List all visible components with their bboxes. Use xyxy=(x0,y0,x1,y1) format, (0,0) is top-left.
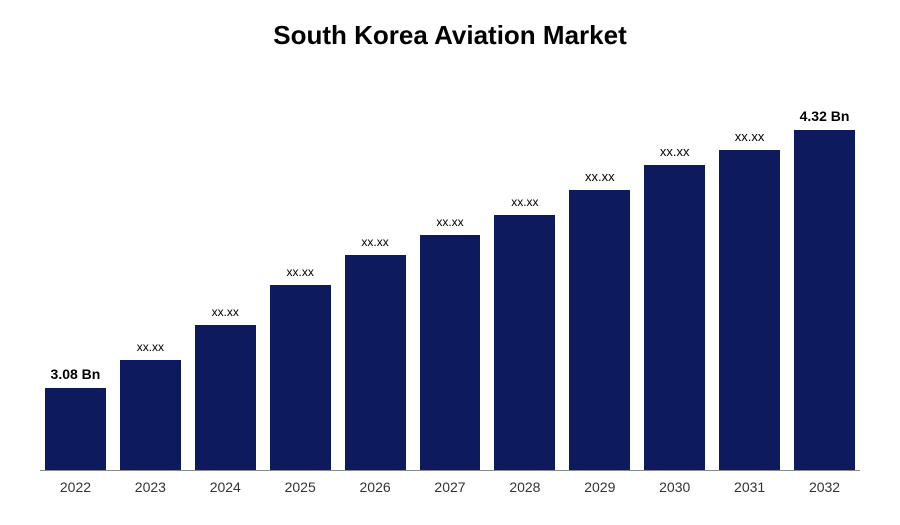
bars-wrapper: 3.08 Bn xx.xx xx.xx xx.xx xx.xx xx.xx xx.xx xx.… xyxy=(40,91,860,471)
bar xyxy=(719,150,780,470)
bar xyxy=(120,360,181,470)
x-axis-label: 2031 xyxy=(719,479,780,495)
bar-value-label: 4.32 Bn xyxy=(800,108,850,124)
x-axis-label: 2032 xyxy=(794,479,855,495)
bar-value-label: xx.xx xyxy=(585,169,615,184)
bar-value-label: xx.xx xyxy=(436,215,463,229)
bar-column: xx.xx xyxy=(569,91,630,470)
bar xyxy=(45,388,106,470)
chart-area: 3.08 Bn xx.xx xx.xx xx.xx xx.xx xx.xx xx.xx xx.… xyxy=(40,91,860,495)
chart-container: South Korea Aviation Market 3.08 Bn xx.xx… xyxy=(0,0,900,525)
bar-column: xx.xx xyxy=(420,91,481,470)
bar-column: xx.xx xyxy=(195,91,256,470)
bar-value-label: xx.xx xyxy=(735,129,765,144)
bar xyxy=(794,130,855,470)
x-axis-label: 2025 xyxy=(270,479,331,495)
bar xyxy=(345,255,406,470)
bar-value-label: xx.xx xyxy=(137,340,164,354)
bar-column: xx.xx xyxy=(644,91,705,470)
x-axis-label: 2023 xyxy=(120,479,181,495)
bar-column: xx.xx xyxy=(345,91,406,470)
bar-column: 4.32 Bn xyxy=(794,91,855,470)
x-axis-label: 2029 xyxy=(569,479,630,495)
bar-value-label: 3.08 Bn xyxy=(51,366,101,382)
chart-title: South Korea Aviation Market xyxy=(40,20,860,51)
bar xyxy=(270,285,331,470)
bar-value-label: xx.xx xyxy=(212,305,239,319)
bar-value-label: xx.xx xyxy=(287,265,314,279)
bar xyxy=(569,190,630,470)
x-axis-label: 2027 xyxy=(420,479,481,495)
x-axis-label: 2022 xyxy=(45,479,106,495)
bar xyxy=(644,165,705,470)
bar-column: 3.08 Bn xyxy=(45,91,106,470)
x-axis-label: 2028 xyxy=(494,479,555,495)
bar-column: xx.xx xyxy=(494,91,555,470)
bar-value-label: xx.xx xyxy=(361,235,388,249)
bar-column: xx.xx xyxy=(719,91,780,470)
x-axis-label: 2024 xyxy=(195,479,256,495)
bar-value-label: xx.xx xyxy=(511,195,538,209)
bar xyxy=(494,215,555,470)
x-axis-label: 2030 xyxy=(644,479,705,495)
bar-column: xx.xx xyxy=(120,91,181,470)
bar xyxy=(420,235,481,470)
bar-value-label: xx.xx xyxy=(660,144,690,159)
bar xyxy=(195,325,256,470)
x-axis-label: 2026 xyxy=(345,479,406,495)
bar-column: xx.xx xyxy=(270,91,331,470)
x-axis: 2022 2023 2024 2025 2026 2027 2028 2029 2030 2031… xyxy=(40,471,860,495)
